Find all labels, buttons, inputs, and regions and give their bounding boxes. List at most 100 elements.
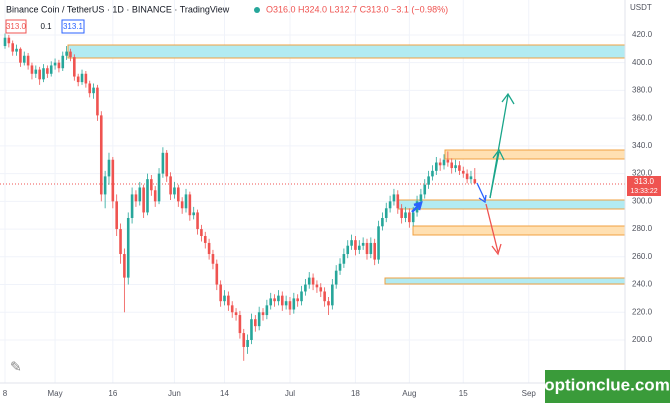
candle-body — [22, 55, 26, 63]
candle-body — [130, 194, 134, 218]
candle-body — [157, 173, 161, 202]
candle-body — [331, 284, 334, 306]
candle-body — [350, 240, 353, 246]
sell-box[interactable] — [5, 19, 27, 34]
candle-body — [153, 190, 157, 202]
candle-body — [269, 298, 273, 306]
candle-body — [431, 170, 434, 177]
candle-body — [134, 194, 138, 202]
status-dot — [254, 7, 260, 13]
candle-body — [280, 295, 284, 306]
candle-body — [357, 245, 361, 250]
candle-body — [227, 295, 230, 306]
y-tick-label: 220.0 — [632, 307, 653, 316]
candle-body — [346, 245, 350, 255]
y-tick-label: 380.0 — [632, 86, 653, 95]
y-tick-label: 340.0 — [632, 141, 653, 150]
candle-body — [46, 68, 49, 74]
candle-body — [261, 312, 265, 316]
candle-body — [307, 277, 311, 285]
y-tick-label: 280.0 — [632, 224, 653, 233]
candle-body — [184, 194, 188, 209]
candle-body — [15, 48, 18, 52]
candle-body — [461, 170, 465, 174]
price-tag-value: 313.0 — [634, 177, 655, 186]
candle-body — [115, 201, 118, 230]
y-tick-label: 420.0 — [632, 30, 653, 39]
candle-body — [161, 152, 165, 174]
candle-body — [103, 176, 107, 195]
candle-body — [319, 287, 323, 292]
currency: USDT — [630, 3, 652, 12]
candle-body — [438, 162, 442, 166]
candle-body — [30, 65, 34, 74]
candle-body — [215, 263, 219, 285]
y-tick-label: 400.0 — [632, 58, 653, 67]
candle-body — [427, 176, 430, 185]
zone — [67, 44, 626, 59]
y-tick-label: 360.0 — [632, 113, 653, 122]
candle-body — [126, 217, 130, 278]
candle-body — [49, 65, 53, 74]
candle-body — [419, 194, 423, 202]
candle-body — [465, 173, 469, 180]
candle-body — [384, 208, 388, 218]
symbol: Binance Coin / TetherUS · 1D · BINANCE ·… — [6, 4, 230, 14]
candle-body — [411, 212, 415, 223]
candle-body — [26, 55, 30, 66]
candle-body — [473, 179, 477, 184]
candle-body — [223, 295, 226, 302]
candle-body — [80, 73, 84, 83]
candle-body — [423, 184, 427, 195]
candle-body — [238, 315, 242, 334]
y-tick-label: 200.0 — [632, 335, 653, 344]
x-tick-label: 8 — [3, 389, 8, 398]
x-tick-label: Jul — [285, 389, 295, 398]
candle-body — [219, 284, 222, 302]
candle-body — [288, 301, 292, 310]
candle-body — [42, 68, 45, 80]
candle-body — [273, 298, 276, 302]
candle-body — [469, 176, 473, 180]
candle-body — [311, 277, 315, 285]
candle-body — [146, 179, 149, 213]
candle-body — [315, 284, 319, 288]
tv-logo: ✎ — [10, 359, 22, 375]
zone — [384, 277, 626, 285]
x-tick-label: 14 — [220, 389, 229, 398]
zone — [397, 199, 626, 210]
candle-body — [188, 194, 192, 216]
candle-body — [34, 69, 38, 74]
spread: 0.1 — [40, 22, 52, 31]
candle-body — [165, 152, 169, 177]
candle-body — [92, 87, 95, 94]
candle-body — [361, 242, 365, 246]
candle-body — [327, 301, 330, 306]
candle-body — [404, 212, 407, 218]
x-tick-label: Aug — [402, 389, 416, 398]
candle-body — [99, 115, 103, 195]
candle-body — [119, 229, 122, 255]
candle-body — [342, 254, 346, 264]
candle-body — [454, 165, 457, 169]
candle-body — [200, 229, 203, 237]
arrows — [411, 92, 515, 256]
candle-body — [96, 87, 99, 116]
candle-body — [61, 55, 65, 69]
candle-body — [265, 305, 269, 316]
candle-body — [76, 76, 80, 83]
buy-box[interactable] — [61, 19, 85, 34]
watermark-box — [545, 370, 670, 403]
candle-body — [296, 298, 299, 302]
candle-body — [84, 73, 88, 84]
candle-body — [192, 212, 195, 216]
candle-body — [442, 159, 446, 166]
candle-body — [69, 51, 72, 58]
candle-body — [373, 242, 376, 260]
candle-body — [250, 319, 253, 341]
candle-body — [150, 179, 153, 191]
candle-body — [107, 159, 111, 177]
candle-body — [388, 201, 392, 209]
candle-body — [203, 236, 207, 243]
x-tick-label: 16 — [108, 389, 117, 398]
